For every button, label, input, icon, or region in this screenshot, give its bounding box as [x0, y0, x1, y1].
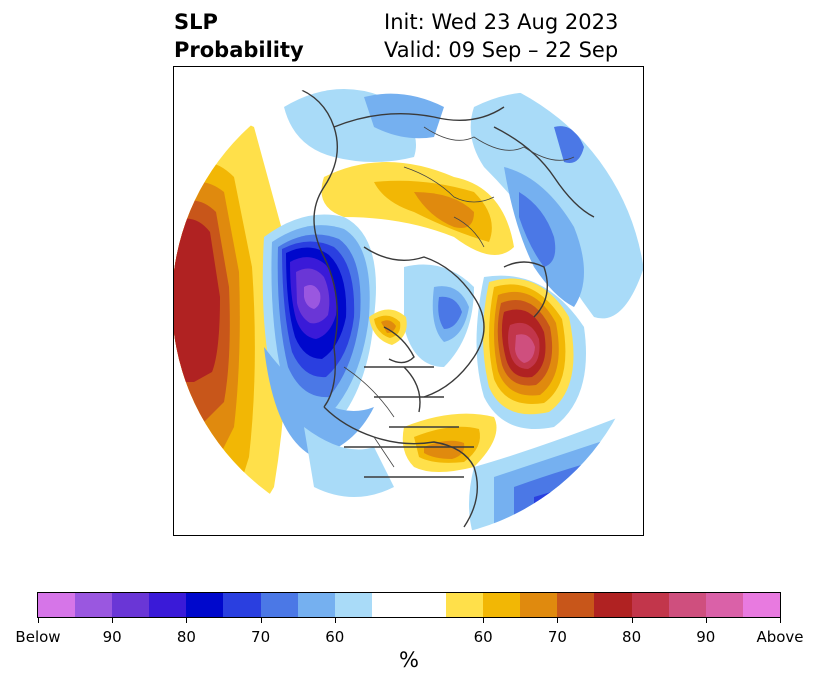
colorbar-tick-mark — [335, 618, 336, 623]
colorbar-tick-mark — [557, 618, 558, 623]
colorbar-segment — [112, 593, 150, 617]
anomaly-atlantic-high — [476, 275, 586, 429]
colorbar-tick-label: 70 — [251, 628, 271, 646]
colorbar-tick-mark — [706, 618, 707, 623]
colorbar-tick-label: 90 — [696, 628, 716, 646]
map-svg — [174, 67, 643, 535]
colorbar-tick-label: Below — [15, 628, 61, 646]
colorbar-segment — [631, 593, 669, 617]
title-variable: SLP — [174, 10, 218, 34]
colorbar — [37, 592, 781, 618]
title-type: Probability — [174, 38, 304, 62]
colorbar-segment — [668, 593, 706, 617]
colorbar-segment — [75, 593, 113, 617]
colorbar-tick-label: 90 — [102, 628, 122, 646]
colorbar-tick-label: 80 — [622, 628, 642, 646]
colorbar-segment — [742, 593, 780, 617]
colorbar-tick-mark — [112, 618, 113, 623]
colorbar-segment — [38, 593, 76, 617]
colorbar-tick-label: 70 — [547, 628, 567, 646]
colorbar-segment — [186, 593, 224, 617]
init-date: Init: Wed 23 Aug 2023 — [384, 10, 619, 34]
colorbar-tick-label: 60 — [325, 628, 345, 646]
colorbar-tick-mark — [38, 618, 39, 623]
anomaly-gulf-of-alaska-low — [262, 214, 376, 429]
colorbar-tick-label: Above — [756, 628, 804, 646]
colorbar-segment — [705, 593, 743, 617]
colorbar-tick-label: 80 — [176, 628, 196, 646]
colorbar-segment — [594, 593, 632, 617]
colorbar-tick-mark — [483, 618, 484, 623]
colorbar-segment — [223, 593, 261, 617]
colorbar-tick-mark — [632, 618, 633, 623]
colorbar-segment — [297, 593, 335, 617]
chart-title: SLP Probability — [174, 8, 304, 64]
chart-dates: Init: Wed 23 Aug 2023 Valid: 09 Sep – 22… — [384, 8, 618, 64]
valid-range: Valid: 09 Sep – 22 Sep — [384, 38, 619, 62]
colorbar-segment — [483, 593, 521, 617]
colorbar-tick-label: 60 — [473, 628, 493, 646]
colorbar-tick-mark — [780, 618, 781, 623]
colorbar-segment — [260, 593, 298, 617]
coastlines — [343, 126, 575, 468]
probability-map — [173, 66, 644, 536]
colorbar-segment — [557, 593, 595, 617]
colorbar-segment — [520, 593, 558, 617]
colorbar-neutral-segment — [371, 593, 447, 617]
colorbar-tick-mark — [261, 618, 262, 623]
colorbar-tick-mark — [186, 618, 187, 623]
colorbar-segment — [446, 593, 484, 617]
colorbar-segment — [149, 593, 187, 617]
colorbar-segment — [334, 593, 372, 617]
colorbar-units: % — [399, 648, 419, 672]
country-borders — [293, 86, 595, 528]
